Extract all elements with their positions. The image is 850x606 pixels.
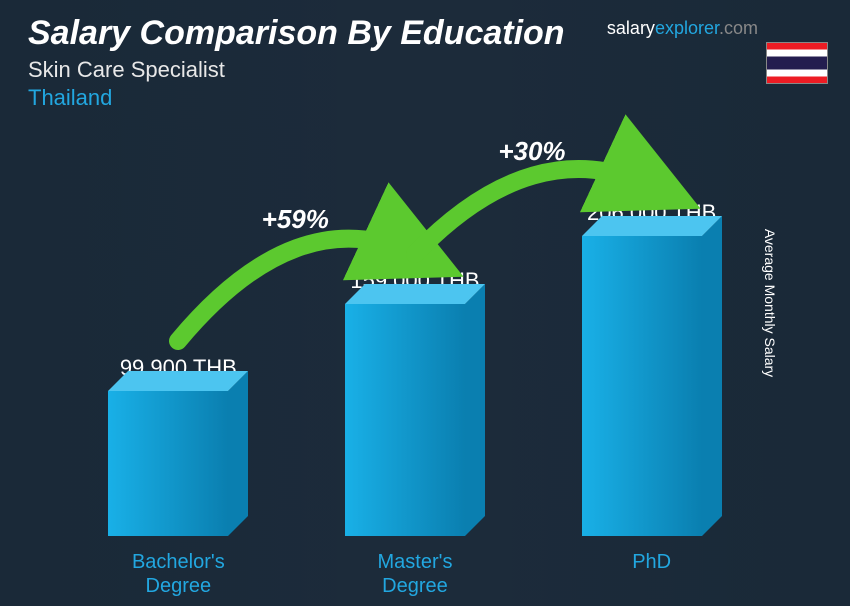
category-label: PhD bbox=[552, 550, 752, 598]
brand-part2: explorer bbox=[655, 18, 719, 38]
bar-group: 159,000 THB bbox=[315, 268, 515, 536]
bar-chart: 99,900 THB159,000 THB206,000 THB bbox=[60, 176, 770, 536]
flag-icon bbox=[766, 42, 828, 84]
brand-part3: .com bbox=[719, 18, 758, 38]
category-label: Bachelor'sDegree bbox=[78, 550, 278, 598]
brand-part1: salary bbox=[607, 18, 655, 38]
percent-increase-label: +30% bbox=[498, 136, 565, 167]
category-label: Master'sDegree bbox=[315, 550, 515, 598]
country-label: Thailand bbox=[28, 85, 822, 111]
brand-logo: salaryexplorer.com bbox=[607, 18, 758, 39]
bar bbox=[345, 304, 485, 536]
bar bbox=[582, 236, 722, 536]
subtitle: Skin Care Specialist bbox=[28, 57, 822, 83]
bar bbox=[108, 391, 248, 536]
bar-group: 99,900 THB bbox=[78, 355, 278, 536]
bar-group: 206,000 THB bbox=[552, 200, 752, 536]
category-labels: Bachelor'sDegree Master'sDegree PhD bbox=[60, 550, 770, 598]
